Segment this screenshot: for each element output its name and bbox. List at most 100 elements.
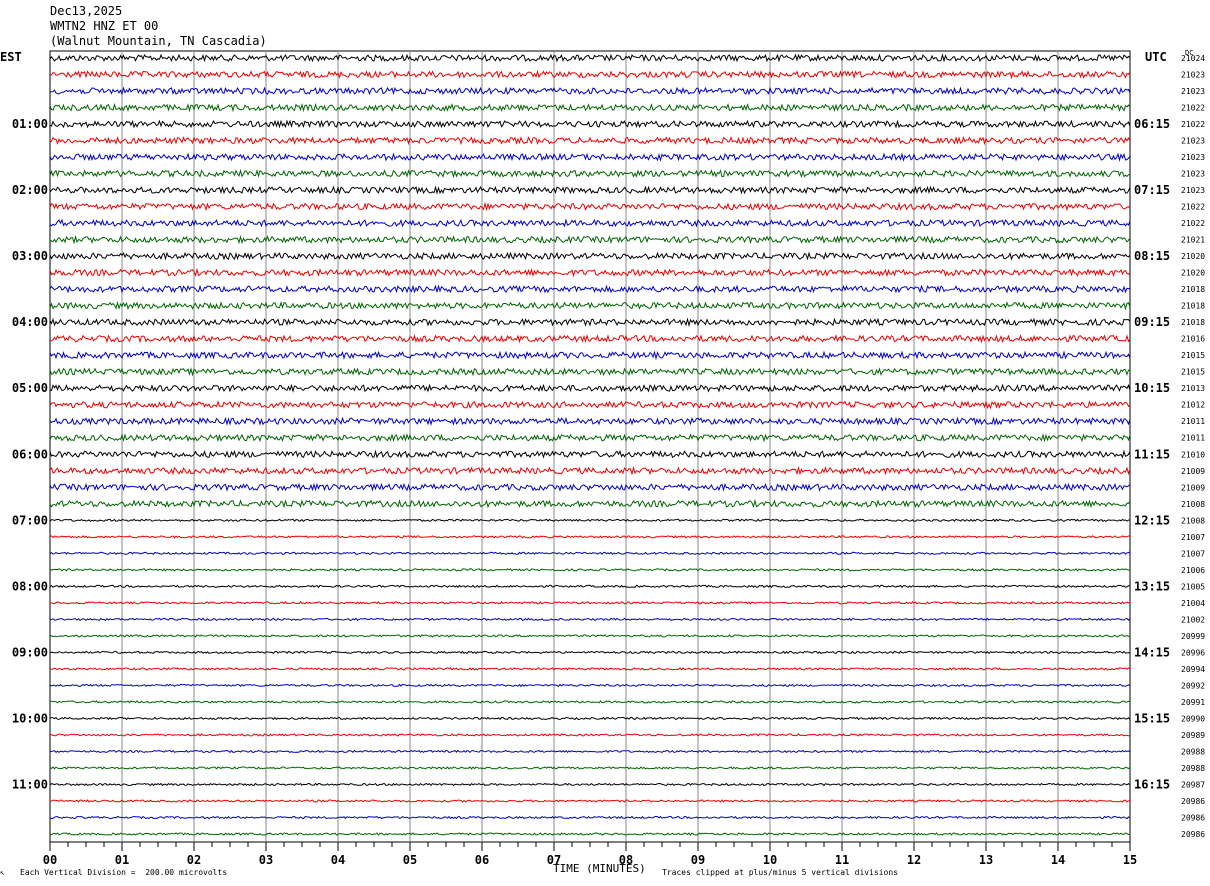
left-hour-label: 01:00: [12, 117, 48, 131]
dc-offset-label: 21023: [1181, 170, 1205, 179]
dc-offset-label: 21009: [1181, 483, 1205, 492]
trace-line: [49, 251, 1131, 261]
trace-line: [49, 86, 1131, 96]
dc-offset-label: 21020: [1181, 252, 1205, 261]
x-tick-label: 02: [187, 853, 201, 867]
trace-line: [49, 433, 1131, 443]
x-tick-label: 09: [691, 853, 705, 867]
dc-offset-label: 21007: [1181, 533, 1205, 542]
left-hour-label: 05:00: [12, 381, 48, 395]
trace-line: [49, 416, 1131, 427]
dc-offset-label: 21021: [1181, 236, 1205, 245]
right-hour-label: 11:15: [1134, 447, 1170, 461]
dc-offset-label: 21005: [1181, 582, 1205, 591]
trace-line: [49, 716, 1131, 721]
left-hour-label: 09:00: [12, 645, 48, 659]
dc-offset-label: 21022: [1181, 203, 1205, 212]
dc-offset-label: 21023: [1181, 153, 1205, 162]
dc-offset-label: 20986: [1181, 813, 1205, 822]
trace-line: [49, 284, 1131, 294]
x-tick-label: 03: [259, 853, 273, 867]
left-hour-label: 10:00: [12, 711, 48, 725]
dc-offset-label: 21024: [1181, 54, 1205, 63]
dc-offset-label: 20996: [1181, 648, 1205, 657]
dc-offset-label: 21023: [1181, 71, 1205, 80]
trace-line: [49, 700, 1131, 704]
x-tick-label: 13: [979, 853, 993, 867]
trace-line: [49, 334, 1131, 344]
dc-offset-label: 21013: [1181, 384, 1205, 393]
trace-line: [49, 535, 1131, 539]
trace-line: [50, 667, 1131, 671]
trace-line: [49, 749, 1131, 754]
dc-offset-label: 21022: [1181, 104, 1205, 113]
dc-offset-label: 20999: [1181, 632, 1205, 641]
right-hour-label: 10:15: [1134, 381, 1170, 395]
dc-offset-label: 21008: [1181, 516, 1205, 525]
dc-offset-label: 21015: [1181, 368, 1205, 377]
dc-offset-label: 21018: [1181, 318, 1205, 327]
dc-offset-label: 21009: [1181, 467, 1205, 476]
trace-line: [49, 136, 1131, 146]
trace-line: [49, 102, 1131, 113]
right-hour-label: 08:15: [1134, 249, 1170, 263]
trace-line: [49, 185, 1131, 195]
dc-offset-label: 21018: [1181, 302, 1205, 311]
right-hour-label: 13:15: [1134, 579, 1170, 593]
trace-line: [49, 482, 1131, 492]
dc-offset-label: 20990: [1181, 714, 1205, 723]
dc-offset-label: 21018: [1181, 285, 1205, 294]
x-tick-label: 05: [403, 853, 417, 867]
trace-line: [49, 766, 1131, 770]
trace-line: [49, 317, 1131, 328]
dc-offset-label: 20991: [1181, 698, 1205, 707]
dc-offset-label: 21006: [1181, 566, 1205, 575]
trace-line: [49, 465, 1131, 476]
trace-line: [49, 650, 1131, 655]
plot-frame: [49, 50, 1131, 843]
dc-offset-label: 20986: [1181, 830, 1205, 839]
header-date: Dec13,2025: [50, 4, 123, 18]
dc-label: DC: [1185, 49, 1194, 57]
right-hour-label: 07:15: [1134, 183, 1170, 197]
trace-line: [49, 201, 1131, 212]
trace-line: [49, 733, 1131, 737]
trace-line: [49, 367, 1131, 377]
trace-line: [49, 782, 1131, 787]
trace-line: [49, 617, 1131, 622]
scale-note: Each Vertical Division = 200.00 microvol…: [20, 868, 228, 877]
x-tick-label: 04: [331, 853, 345, 867]
trace-line: [49, 518, 1131, 523]
trace-line: [49, 119, 1131, 129]
dc-offset-label: 21022: [1181, 219, 1205, 228]
trace-line: [49, 799, 1131, 803]
trace-line: [49, 383, 1131, 393]
x-tick-label: 11: [835, 853, 849, 867]
trace-line: [49, 350, 1131, 361]
left-hour-label: 11:00: [12, 777, 48, 791]
trace-line: [49, 400, 1131, 410]
trace-line: [49, 584, 1130, 589]
right-hour-label: 06:15: [1134, 117, 1170, 131]
dc-offset-label: 21023: [1181, 137, 1205, 146]
dc-offset-label: 20987: [1181, 780, 1205, 789]
trace-line: [49, 498, 1131, 509]
x-tick-label: 14: [1051, 853, 1065, 867]
header-station: WMTN2 HNZ ET 00: [50, 19, 159, 33]
left-hour-label: 06:00: [12, 447, 48, 461]
left-hour-label: 03:00: [12, 249, 48, 263]
dc-offset-label: 21015: [1181, 351, 1205, 360]
x-tick-label: 12: [907, 853, 921, 867]
x-tick-label: 15: [1123, 853, 1137, 867]
trace-line: [49, 234, 1131, 245]
trace-line: [49, 568, 1131, 572]
right-zone-label: UTC: [1145, 50, 1167, 64]
dc-offset-label: 21002: [1181, 615, 1205, 624]
x-tick-label: 06: [475, 853, 489, 867]
right-hour-label: 15:15: [1134, 711, 1170, 725]
x-tick-label: 07: [547, 853, 561, 867]
trace-line: [49, 449, 1131, 459]
x-tick-label: 00: [43, 853, 57, 867]
dc-offset-label: 21007: [1181, 549, 1205, 558]
dc-offset-label: 21010: [1181, 450, 1205, 459]
